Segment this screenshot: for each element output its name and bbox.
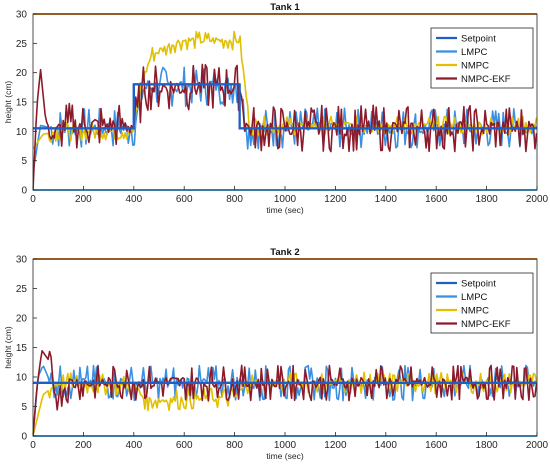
y-tick-label: 20 bbox=[16, 314, 28, 325]
y-tick-label: 25 bbox=[16, 284, 28, 295]
y-axis-label: height (cm) bbox=[3, 81, 13, 124]
x-tick-label: 1400 bbox=[375, 194, 398, 205]
legend-entry-label: LMPC bbox=[461, 292, 488, 303]
x-tick-label: 400 bbox=[125, 194, 142, 205]
chart-panel-2: Tank 20 200 400 600 800 1000 1200 1400 1600 1800 2… bbox=[3, 247, 549, 461]
x-tick-label: 1800 bbox=[475, 440, 498, 451]
x-tick-label: 0 bbox=[30, 194, 36, 205]
x-tick-label: 1600 bbox=[425, 440, 448, 451]
x-tick-label: 800 bbox=[226, 194, 243, 205]
chart-panel-1: Tank 10 200 400 600 800 1000 1200 1400 1600 1800 2… bbox=[3, 2, 549, 215]
x-tick-label: 1200 bbox=[324, 194, 347, 205]
y-tick-label: 0 bbox=[21, 432, 27, 443]
x-tick-label: 2000 bbox=[526, 440, 549, 451]
y-tick-label: 30 bbox=[16, 255, 28, 266]
x-axis-label: time (sec) bbox=[266, 451, 303, 461]
x-tick-label: 2000 bbox=[526, 194, 549, 205]
x-tick-label: 1800 bbox=[475, 194, 498, 205]
x-tick-label: 600 bbox=[176, 194, 193, 205]
y-tick-label: 10 bbox=[16, 373, 28, 384]
y-axis-label: height (cm) bbox=[3, 326, 13, 369]
x-tick-label: 200 bbox=[75, 194, 92, 205]
y-tick-label: 25 bbox=[16, 39, 28, 50]
x-tick-label: 1200 bbox=[324, 440, 347, 451]
y-tick-label: 20 bbox=[16, 68, 28, 79]
x-tick-label: 400 bbox=[125, 440, 142, 451]
x-tick-label: 1000 bbox=[274, 194, 297, 205]
x-tick-label: 600 bbox=[176, 440, 193, 451]
x-tick-label: 0 bbox=[30, 440, 36, 451]
legend-entry-label: NMPC bbox=[461, 61, 489, 72]
y-tick-label: 15 bbox=[16, 343, 28, 354]
legend: Setpoint LMPC NMPC NMPC-EKF bbox=[430, 272, 534, 334]
series-line-setpoint-overlay bbox=[33, 83, 537, 130]
y-tick-label: 30 bbox=[16, 10, 28, 21]
x-tick-label: 1400 bbox=[375, 440, 398, 451]
legend-entry-label: NMPC-EKF bbox=[461, 74, 511, 85]
legend: Setpoint LMPC NMPC NMPC-EKF bbox=[430, 27, 534, 89]
legend-entry-label: NMPC bbox=[461, 306, 489, 317]
legend-entry-label: LMPC bbox=[461, 47, 488, 58]
legend-entry-label: Setpoint bbox=[461, 34, 496, 45]
x-axis-label: time (sec) bbox=[266, 205, 303, 215]
y-tick-label: 0 bbox=[21, 186, 27, 197]
y-tick-label: 5 bbox=[21, 156, 27, 167]
chart-title: Tank 2 bbox=[270, 247, 299, 258]
y-tick-label: 15 bbox=[16, 98, 28, 109]
legend-entry-label: Setpoint bbox=[461, 279, 496, 290]
y-tick-label: 10 bbox=[16, 127, 28, 138]
x-tick-label: 800 bbox=[226, 440, 243, 451]
x-tick-label: 1000 bbox=[274, 440, 297, 451]
x-tick-label: 1600 bbox=[425, 194, 448, 205]
x-tick-label: 200 bbox=[75, 440, 92, 451]
chart-title: Tank 1 bbox=[270, 2, 300, 13]
series-line-nmpc-ekf bbox=[33, 63, 537, 190]
y-tick-label: 5 bbox=[21, 402, 27, 413]
legend-entry-label: NMPC-EKF bbox=[461, 319, 511, 330]
